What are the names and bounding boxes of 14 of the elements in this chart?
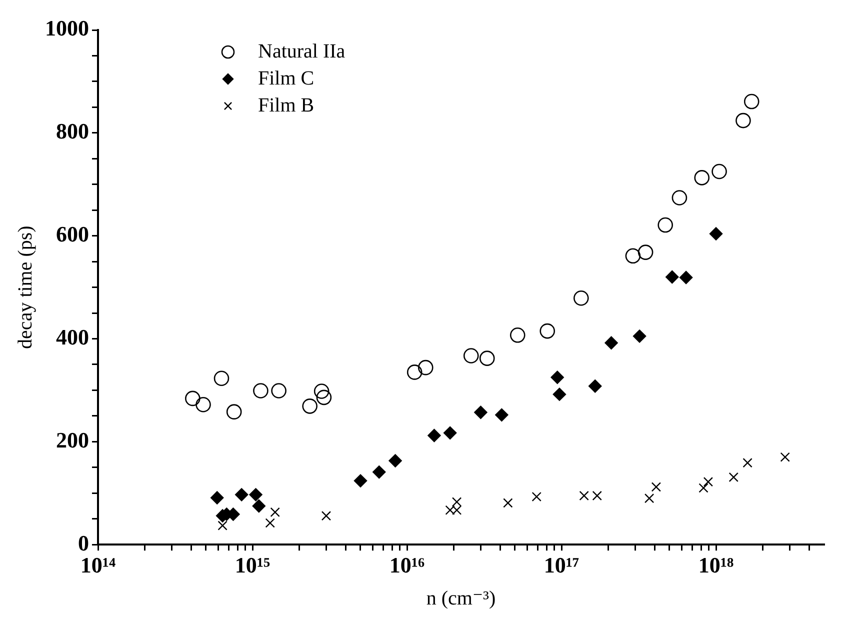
legend-label: Film C — [258, 67, 314, 90]
x-tick-label: 10¹⁵ — [234, 552, 270, 578]
legend-label: Natural IIa — [258, 40, 346, 62]
y-tick-label: 600 — [56, 222, 89, 247]
x-tick-label: 10¹⁶ — [389, 552, 425, 578]
y-tick-label: 800 — [56, 118, 89, 144]
x-axis-title: n (cm⁻³) — [426, 587, 496, 610]
legend-label: Film B — [258, 94, 314, 116]
y-tick-label: 1000 — [45, 16, 89, 41]
y-axis-title: decay time (ps) — [14, 226, 36, 349]
y-tick-label: 200 — [56, 427, 89, 452]
x-tick-label: 10¹⁷ — [544, 552, 580, 578]
x-tick-label: 10¹⁸ — [698, 552, 734, 578]
y-tick-label: 400 — [56, 324, 89, 350]
